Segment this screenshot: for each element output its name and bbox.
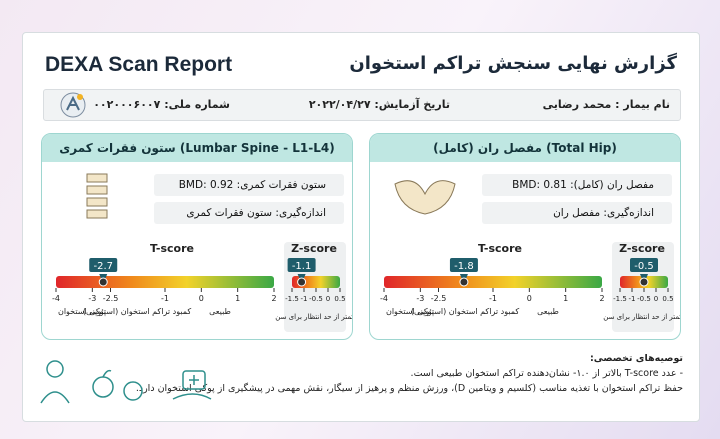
patient-bar: نام بیمار : محمد رضایی تاریخ آزمایش: ۲۰۲…	[43, 89, 681, 121]
tick-label: -1	[629, 295, 636, 303]
z-caption: کمتر از حد انتظار برای سن	[603, 313, 680, 321]
patient-name: نام بیمار : محمد رضایی	[542, 98, 670, 111]
t-category: پوکی استخوان	[386, 307, 434, 316]
rec-title: توصیه‌های تخصصی:	[589, 353, 683, 364]
tick-label: -1	[489, 294, 497, 303]
value-label: -0.5	[634, 261, 654, 272]
tick-label: 1	[235, 294, 240, 303]
anatomy-icon	[394, 180, 456, 215]
value-label: -1.1	[292, 261, 312, 272]
tick-label: 0	[527, 294, 532, 303]
value-label: -2.7	[93, 261, 113, 272]
panel: مفصل ران (کامل) (Total Hip) مفصل ران (کام…	[369, 133, 681, 340]
score-bar	[56, 276, 274, 288]
marker-dot	[98, 277, 108, 287]
t-label: T-score	[150, 242, 194, 255]
tick-label: -1.5	[285, 295, 299, 303]
tick-label: 2	[271, 294, 276, 303]
tick-label: -4	[380, 294, 388, 303]
tick-label: 0.5	[334, 295, 345, 303]
tick-label: 0	[199, 294, 204, 303]
logo	[60, 92, 86, 118]
report-card: DEXA Scan Report گزارش نهایی سنجش تراکم …	[22, 32, 700, 422]
tick-label: -1	[161, 294, 169, 303]
tick-label: -0.5	[637, 295, 651, 303]
national-id: شماره ملی: ۰۰۲۰۰۰۶۰۰۷	[93, 98, 230, 111]
t-category: طبیعی	[537, 307, 559, 316]
panel: ستون فقرات کمری (Lumbar Spine - L1-L4) ست…	[41, 133, 353, 340]
z-label: Z-score	[619, 242, 665, 255]
tick-label: 1	[563, 294, 568, 303]
panel-title: مفصل ران (کامل) (Total Hip)	[370, 134, 680, 162]
t-category: طبیعی	[209, 307, 231, 316]
tick-label: -2.5	[431, 294, 447, 303]
tick-label: 0.5	[662, 295, 673, 303]
tick-label: -2.5	[103, 294, 119, 303]
value-badge	[287, 258, 316, 272]
tick-label: -0.5	[309, 295, 323, 303]
test-date: تاریخ آزمایش: ۲۰۲۲/۰۴/۲۷	[308, 98, 450, 111]
tick-label: 2	[599, 294, 604, 303]
panel-title: ستون فقرات کمری (Lumbar Spine - L1-L4)	[42, 134, 352, 162]
title-fa: گزارش نهایی سنجش تراکم استخوان	[349, 53, 677, 74]
anatomy-icon	[86, 173, 108, 219]
rec-item: حفظ تراکم استخوان با تغذیه مناسب (کلسیم …	[135, 383, 683, 394]
tick-label: -1	[301, 295, 308, 303]
t-category: کمبود تراکم استخوان (استئوپنی)	[411, 307, 520, 316]
rec-item: - عدد T-score بالاتر از ۱.۰- نشان‌دهنده …	[410, 368, 683, 379]
z-caption: کمتر از حد انتظار برای سن	[275, 313, 352, 321]
recommendations: توصیه‌های تخصصی: - عدد T-score بالاتر از…	[83, 351, 683, 396]
value-label: -1.8	[454, 261, 474, 272]
t-category: پوکی استخوان	[58, 307, 106, 316]
gauges: T-score Z-score-4 -3 -2.5 -1 0 1 2-1.8-1.5 -1 -0.…	[380, 180, 680, 332]
tick-label: -3	[416, 294, 424, 303]
t-label: T-score	[478, 242, 522, 255]
value-badge	[449, 258, 478, 272]
t-category: کمبود تراکم استخوان (استئوپنی)	[83, 307, 192, 316]
tick-label: 0	[654, 295, 658, 303]
tick-label: -4	[52, 294, 60, 303]
tick-label: -1.5	[613, 295, 627, 303]
value-badge	[630, 258, 658, 272]
gauges: T-score Z-score-4 -3 -2.5 -1 0 1 2-2.7-1.5 -1 -0.…	[52, 173, 352, 332]
tick-label: 0	[326, 295, 330, 303]
tick-label: -3	[88, 294, 96, 303]
score-bar	[384, 276, 602, 288]
value-badge	[89, 258, 118, 272]
icons	[40, 360, 212, 404]
measured-box: اندازه‌گیری: مفصل ران	[482, 202, 672, 224]
marker-dot	[459, 277, 469, 287]
title-en: DEXA Scan Report	[45, 53, 233, 76]
measured-box: اندازه‌گیری: ستون فقرات کمری	[154, 202, 344, 224]
z-label: Z-score	[291, 242, 337, 255]
marker-dot	[639, 277, 649, 287]
marker-dot	[297, 277, 307, 287]
